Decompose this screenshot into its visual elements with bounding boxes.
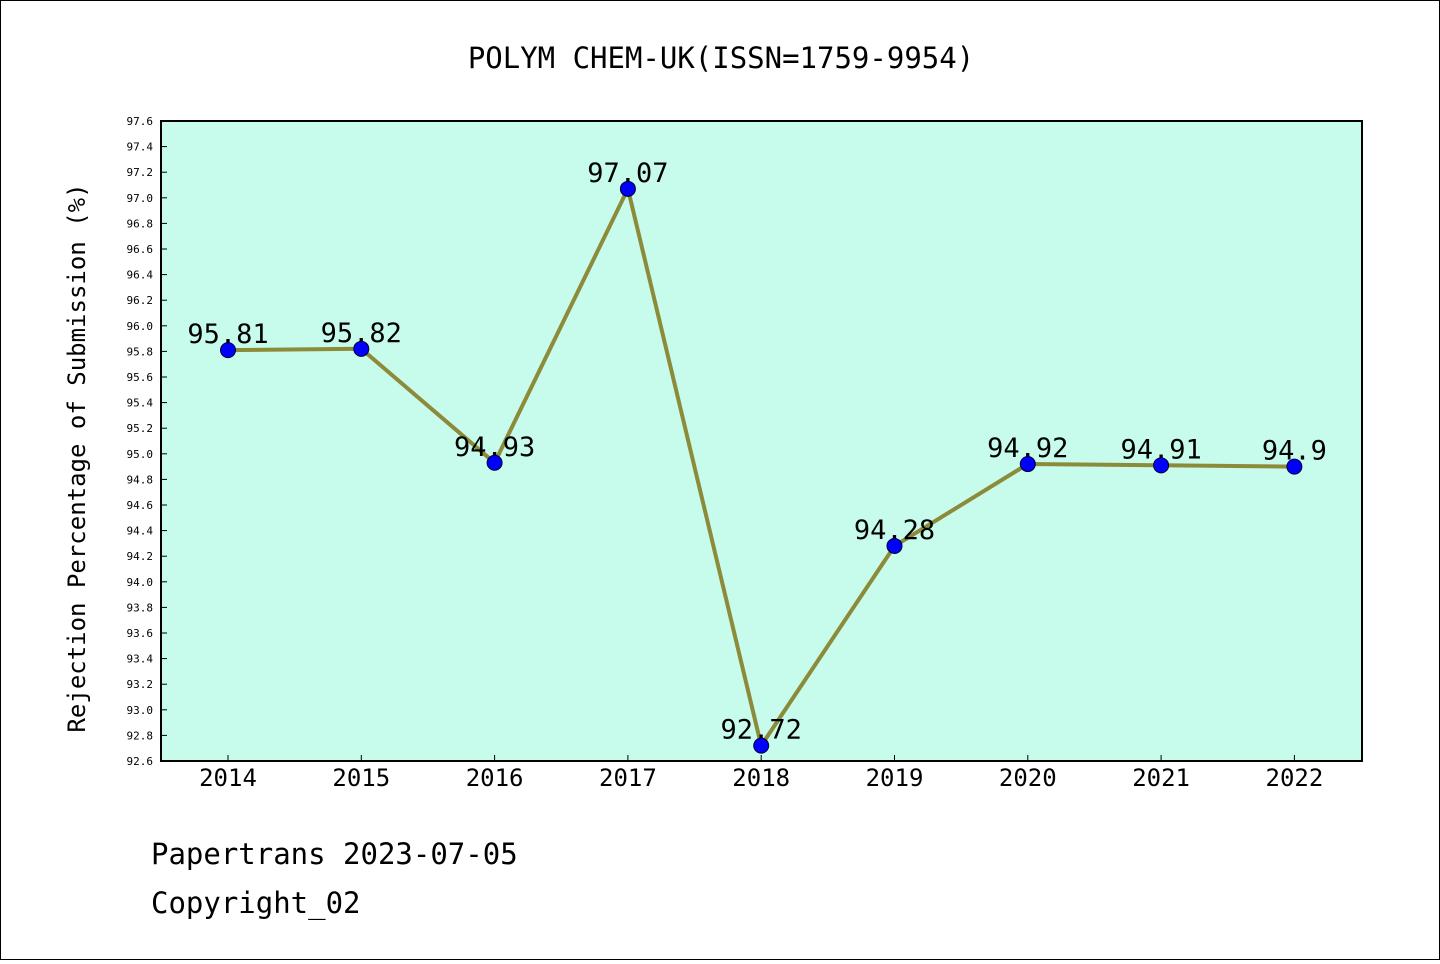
data-point	[753, 737, 770, 754]
data-point	[1286, 458, 1303, 475]
y-tick-label: 94.2	[127, 550, 154, 563]
x-tick-label: 2015	[332, 764, 390, 792]
y-tick-label: 96.6	[127, 243, 154, 256]
x-tick-label: 2022	[1266, 764, 1324, 792]
y-tick-label: 93.2	[127, 678, 154, 691]
y-tick-label: 95.0	[127, 448, 154, 461]
x-tick-label: 2016	[466, 764, 524, 792]
data-point	[486, 454, 503, 471]
chart-title: POLYM CHEM-UK(ISSN=1759-9954)	[468, 41, 974, 75]
y-tick-label: 92.6	[127, 755, 154, 768]
y-tick-label: 95.6	[127, 371, 154, 384]
plot-area	[160, 120, 1363, 762]
y-tick-label: 94.4	[127, 525, 154, 538]
y-tick-label: 96.2	[127, 294, 154, 307]
y-tick-label: 93.4	[127, 653, 154, 666]
x-tick-label: 2021	[1132, 764, 1190, 792]
y-tick-label: 94.6	[127, 499, 154, 512]
y-tick-label: 95.2	[127, 422, 154, 435]
y-tick-label: 94.0	[127, 576, 154, 589]
x-tick-label: 2020	[999, 764, 1057, 792]
y-tick-label: 97.6	[127, 115, 154, 128]
x-tick-label: 2014	[199, 764, 257, 792]
y-tick-label: 97.0	[127, 192, 154, 205]
data-point	[619, 180, 636, 197]
data-point	[353, 340, 370, 357]
y-tick-label: 93.8	[127, 601, 154, 614]
data-point	[886, 537, 903, 554]
data-point	[1019, 456, 1036, 473]
y-tick-label: 96.0	[127, 320, 154, 333]
x-tick-label: 2019	[866, 764, 924, 792]
y-axis-ticks: 92.6 92.8 93.0 93.2 93.4 93.6 93.8 94.0 94.2 94.4…	[127, 115, 167, 768]
y-tick-label: 97.2	[127, 166, 154, 179]
footer-copyright-text: Copyright_02	[151, 886, 361, 920]
x-tick-label: 2018	[732, 764, 790, 792]
y-tick-label: 93.6	[127, 627, 154, 640]
y-tick-label: 96.8	[127, 217, 154, 230]
y-tick-label: 95.8	[127, 345, 154, 358]
y-tick-label: 93.0	[127, 704, 154, 717]
data-point	[1153, 457, 1170, 474]
y-axis-label: Rejection Percentage of Submission (%)	[63, 183, 91, 732]
y-tick-label: 94.8	[127, 473, 154, 486]
y-tick-label: 92.8	[127, 729, 154, 742]
x-tick-label: 2017	[599, 764, 657, 792]
x-axis-ticks: 2014 2015 2016 2017 2018 2019 2020 2021 2022	[199, 755, 1323, 792]
y-tick-label: 97.4	[127, 141, 154, 154]
footer-date-text: Papertrans 2023-07-05	[151, 837, 518, 871]
y-tick-label: 95.4	[127, 397, 154, 410]
y-tick-label: 96.4	[127, 269, 154, 282]
data-point	[220, 342, 236, 359]
